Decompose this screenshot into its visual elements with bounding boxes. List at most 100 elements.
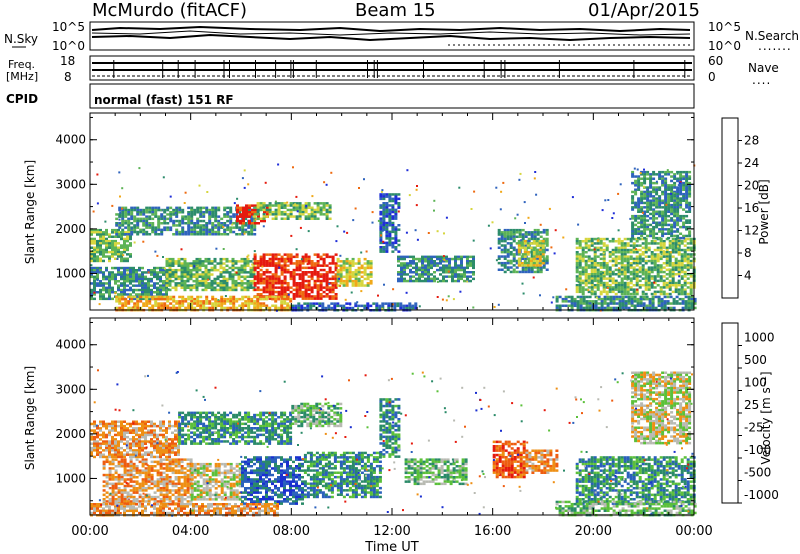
data-cell (539, 246, 543, 249)
data-cell (570, 295, 574, 299)
data-cell (656, 284, 660, 287)
data-cell (626, 275, 630, 278)
data-cell (127, 233, 131, 236)
data-cell (246, 260, 250, 263)
data-cell (310, 260, 314, 263)
data-cell (253, 224, 257, 227)
data-cell (102, 242, 105, 245)
scatter-point (335, 240, 338, 243)
data-cell (503, 235, 507, 238)
data-cell (667, 230, 671, 233)
data-cell (229, 217, 233, 221)
data-cell (379, 248, 383, 251)
scatter-point (277, 163, 280, 166)
data-cell (105, 233, 108, 236)
data-cell (141, 275, 144, 279)
data-cell (304, 202, 308, 205)
data-cell (156, 286, 159, 290)
data-cell (517, 264, 521, 267)
data-cell (316, 204, 320, 207)
data-cell (283, 204, 287, 207)
data-cell (578, 259, 582, 263)
data-cell (277, 275, 281, 278)
data-cell (400, 277, 403, 281)
data-cell (283, 257, 287, 261)
data-cell (642, 302, 646, 305)
data-cell (646, 197, 650, 200)
data-cell (286, 208, 290, 212)
data-cell (629, 264, 633, 267)
data-cell (117, 288, 120, 292)
scatter-point (452, 298, 455, 301)
data-cell (397, 228, 401, 231)
data-cell (327, 304, 331, 308)
data-cell (354, 271, 358, 274)
data-cell (99, 433, 102, 437)
data-cell (210, 273, 214, 276)
data-cell (524, 244, 528, 247)
data-cell (405, 304, 409, 308)
data-cell (682, 214, 686, 218)
data-cell (232, 306, 236, 310)
data-cell (394, 232, 398, 236)
scatter-point (604, 199, 607, 202)
data-cell (277, 206, 281, 209)
data-cell (111, 288, 114, 292)
data-cell (165, 279, 169, 283)
data-cell (659, 255, 663, 258)
data-cell (222, 271, 226, 274)
data-cell (123, 244, 126, 247)
data-cell (644, 237, 648, 241)
data-cell (301, 273, 305, 276)
data-cell (345, 273, 349, 276)
data-cell (578, 270, 582, 274)
data-cell (671, 248, 675, 252)
data-cell (670, 170, 674, 174)
data-cell (682, 234, 686, 238)
scatter-point (533, 177, 536, 180)
data-cell (207, 275, 211, 278)
data-cell (582, 302, 586, 305)
data-cell (228, 273, 232, 276)
data-cell (641, 292, 645, 296)
data-cell (472, 255, 475, 259)
data-cell (629, 277, 633, 280)
data-cell (262, 282, 266, 285)
data-cell (123, 269, 126, 272)
scatter-point (96, 202, 99, 205)
data-cell (463, 255, 466, 259)
scatter-point (349, 303, 352, 306)
data-cell (205, 208, 209, 212)
data-cell (256, 208, 260, 212)
data-cell (545, 255, 549, 258)
data-cell (237, 284, 241, 287)
scatter-point (676, 245, 679, 248)
data-cell (599, 264, 603, 267)
data-cell (608, 275, 612, 278)
data-cell (121, 295, 125, 299)
data-cell (526, 264, 530, 267)
data-cell (96, 228, 99, 232)
data-cell (512, 255, 516, 258)
data-cell (186, 279, 190, 283)
data-cell (614, 273, 618, 276)
data-cell (99, 288, 102, 292)
scatter-point (441, 298, 444, 301)
data-cell (211, 297, 215, 301)
data-cell (154, 233, 158, 236)
scatter-point (433, 209, 435, 212)
data-cell (424, 255, 427, 259)
scatter-point (251, 263, 254, 266)
data-cell (241, 224, 245, 227)
data-cell (280, 260, 284, 263)
data-cell (677, 262, 681, 265)
data-cell (581, 255, 585, 258)
data-cell (236, 204, 239, 207)
data-cell (96, 431, 99, 434)
data-cell (345, 279, 349, 283)
data-cell (391, 246, 395, 249)
data-cell (662, 281, 666, 285)
data-cell (448, 275, 451, 278)
data-cell (673, 223, 677, 227)
